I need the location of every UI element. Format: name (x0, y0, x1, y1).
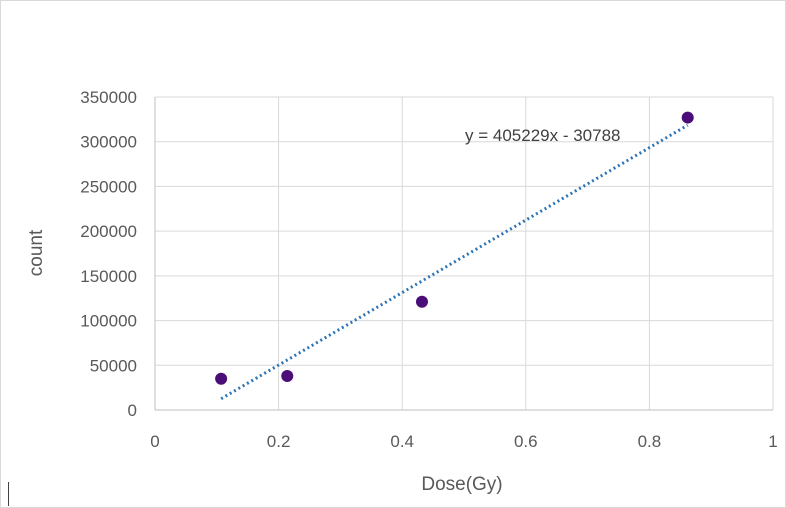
points-layer (215, 111, 694, 385)
axes-layer (154, 97, 773, 411)
left-edge-mark (8, 482, 9, 506)
x-tick-label: 0.6 (514, 432, 538, 451)
trendline (220, 123, 689, 401)
y-tick-label: 200000 (80, 222, 137, 241)
data-point (281, 370, 294, 383)
x-tick-label: 0.4 (390, 432, 414, 451)
data-point (681, 111, 694, 124)
x-tick-label: 0.8 (638, 432, 662, 451)
x-tick-label: 0.2 (267, 432, 291, 451)
y-tick-label: 100000 (80, 312, 137, 331)
y-tick-label: 50000 (90, 356, 137, 375)
trendline-equation: y = 405229x - 30788 (465, 126, 620, 145)
grid-layer (155, 96, 774, 410)
x-tick-label: 1 (768, 432, 777, 451)
data-point (415, 295, 428, 308)
y-tick-label: 150000 (80, 267, 137, 286)
y-tick-label: 350000 (80, 88, 137, 107)
y-tick-label: 0 (128, 401, 137, 420)
y-axis-title: count (26, 229, 47, 276)
y-tick-label: 250000 (80, 177, 137, 196)
data-point (215, 372, 228, 385)
trendline-layer (220, 123, 689, 401)
x-tick-label: 0 (150, 432, 159, 451)
labels-layer: 0 50000 100000 150000 200000 250000 300000 3500… (80, 88, 777, 451)
y-tick-label: 300000 (80, 133, 137, 152)
x-axis-title: Dose(Gy) (421, 474, 502, 495)
